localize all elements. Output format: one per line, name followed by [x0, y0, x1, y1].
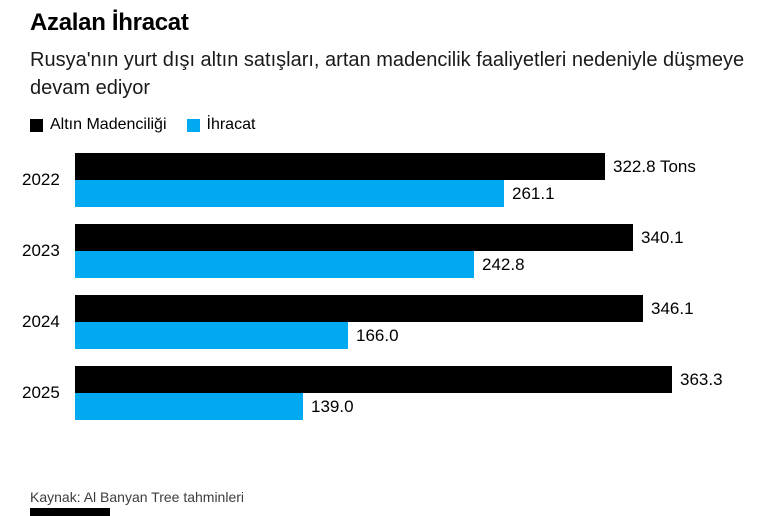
- bar: [75, 366, 672, 393]
- footer-logo-strip: [30, 508, 110, 516]
- bar-value-label: 322.8 Tons: [613, 156, 696, 176]
- bar-value-label: 346.1: [651, 298, 694, 318]
- year-label: 2023: [22, 241, 60, 260]
- bar: [75, 393, 303, 420]
- bar-line-mining: 340.1: [75, 224, 684, 251]
- bar-value-label: 166.0: [356, 325, 399, 345]
- bar: [75, 180, 504, 207]
- bar-line-mining: 363.3: [75, 366, 723, 393]
- bar-line-exports: 166.0: [75, 322, 694, 349]
- legend-item-exports: İhracat: [186, 116, 256, 134]
- legend: Altın Madenciliği İhracat: [30, 116, 777, 134]
- bar-group: 340.1 242.8: [75, 224, 684, 278]
- bar-group: 322.8 Tons 261.1: [75, 153, 696, 207]
- bar-value-label: 242.8: [482, 254, 525, 274]
- bar-group: 346.1 166.0: [75, 295, 694, 349]
- chart-title: Azalan İhracat: [30, 9, 189, 36]
- bar-value-label: 340.1: [641, 227, 684, 247]
- legend-swatch-blue-icon: [186, 118, 200, 132]
- bar-chart: 2022 322.8 Tons 261.1 2023 340.1 242.8: [0, 153, 777, 420]
- legend-swatch-black-icon: [30, 118, 43, 132]
- chart-rows: 2022 322.8 Tons 261.1 2023 340.1 242.8: [0, 153, 777, 420]
- bar: [75, 224, 633, 251]
- chart-row: 2022 322.8 Tons 261.1: [0, 153, 777, 207]
- bar-value-label: 363.3: [680, 369, 723, 389]
- bar: [75, 295, 643, 322]
- bar-value-label: 139.0: [311, 396, 354, 416]
- chart-header: Azalan İhracat Rusya'nın yurt dışı altın…: [0, 0, 777, 102]
- chart-row: 2025 363.3 139.0: [0, 366, 777, 420]
- bar-line-exports: 261.1: [75, 180, 696, 207]
- bar: [75, 322, 348, 349]
- chart-row: 2024 346.1 166.0: [0, 295, 777, 349]
- year-label: 2022: [22, 170, 60, 189]
- bar-line-exports: 139.0: [75, 393, 723, 420]
- legend-label: İhracat: [206, 116, 256, 133]
- bar-line-mining: 346.1: [75, 295, 694, 322]
- chart-subtitle: Rusya'nın yurt dışı altın satışları, art…: [30, 49, 745, 99]
- chart-row: 2023 340.1 242.8: [0, 224, 777, 278]
- legend-label: Altın Madenciliği: [50, 116, 167, 133]
- legend-item-mining: Altın Madenciliği: [30, 116, 167, 134]
- bar-line-exports: 242.8: [75, 251, 684, 278]
- bar-value-label: 261.1: [512, 183, 555, 203]
- year-label: 2024: [22, 312, 60, 331]
- bar-group: 363.3 139.0: [75, 366, 723, 420]
- year-label: 2025: [22, 383, 60, 402]
- source-note: Kaynak: Al Banyan Tree tahminleri: [30, 489, 245, 505]
- bar: [75, 251, 474, 278]
- bar: [75, 153, 605, 180]
- bar-line-mining: 322.8 Tons: [75, 153, 696, 180]
